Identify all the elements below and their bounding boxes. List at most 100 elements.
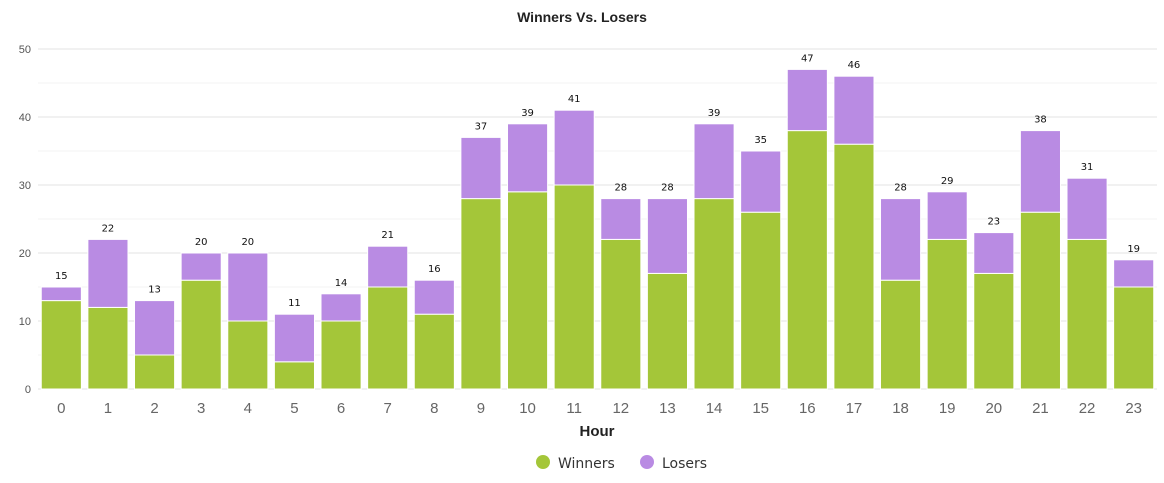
bar-total-label: 37 <box>475 121 488 132</box>
x-tick-label: 8 <box>430 400 438 417</box>
bar-total-label: 35 <box>754 135 767 146</box>
x-tick-label: 12 <box>612 400 629 417</box>
total-labels: 15 22 13 20 20 11 14 21 16 37 39 41 28 28 39 35 47 46 28 29… <box>55 53 1140 309</box>
bar-winners[interactable] <box>926 238 968 390</box>
x-tick-label: 7 <box>384 400 392 417</box>
bar-winners[interactable] <box>87 306 129 390</box>
x-tick-label: 23 <box>1125 400 1142 417</box>
bar-losers[interactable] <box>134 300 176 356</box>
x-tick-label: 22 <box>1079 400 1096 417</box>
y-tick-label: 40 <box>19 112 31 124</box>
legend-label: Losers <box>662 456 707 472</box>
bar-losers[interactable] <box>926 191 968 240</box>
bar-winners[interactable] <box>320 320 362 390</box>
bar-winners[interactable] <box>880 279 922 390</box>
bar-losers[interactable] <box>1113 259 1155 288</box>
x-tick-label: 14 <box>706 400 723 417</box>
bar-losers[interactable] <box>40 286 82 302</box>
bar-winners[interactable] <box>553 184 595 390</box>
bar-losers[interactable] <box>87 238 129 308</box>
bar-losers[interactable] <box>880 198 922 281</box>
bar-total-label: 28 <box>661 183 674 194</box>
legend-item-winners[interactable]: Winners <box>536 455 615 472</box>
y-axis: 0 10 20 30 40 50 <box>19 44 31 396</box>
bar-total-label: 19 <box>1127 244 1140 255</box>
x-tick-label: 3 <box>197 400 205 417</box>
bar-losers[interactable] <box>553 109 595 186</box>
bar-losers[interactable] <box>367 245 409 288</box>
bar-losers[interactable] <box>786 68 828 132</box>
bar-winners[interactable] <box>973 272 1015 390</box>
bar-total-label: 13 <box>148 285 161 296</box>
bar-winners[interactable] <box>40 300 82 390</box>
bar-winners[interactable] <box>273 361 315 390</box>
bar-winners[interactable] <box>460 198 502 390</box>
y-tick-label: 10 <box>19 316 31 328</box>
x-tick-label: 1 <box>104 400 112 417</box>
bar-total-label: 14 <box>335 278 348 289</box>
bar-losers[interactable] <box>1019 130 1061 213</box>
bar-winners[interactable] <box>507 191 549 390</box>
bar-losers[interactable] <box>740 150 782 213</box>
bar-total-label: 22 <box>102 223 115 234</box>
bar-total-label: 28 <box>894 183 907 194</box>
bar-losers[interactable] <box>413 279 455 315</box>
x-tick-label: 13 <box>659 400 676 417</box>
y-tick-label: 30 <box>19 180 31 192</box>
legend-swatch-icon <box>536 455 550 469</box>
bar-winners[interactable] <box>833 143 875 390</box>
bar-winners[interactable] <box>413 313 455 390</box>
bar-losers[interactable] <box>320 293 362 322</box>
bar-total-label: 11 <box>288 298 301 309</box>
bar-winners[interactable] <box>367 286 409 390</box>
bar-total-label: 20 <box>241 237 254 248</box>
bar-total-label: 29 <box>941 176 954 187</box>
grid-lines <box>38 48 1157 390</box>
bar-winners[interactable] <box>600 238 642 390</box>
x-tick-label: 4 <box>244 400 252 417</box>
y-tick-label: 50 <box>19 44 31 56</box>
bar-losers[interactable] <box>1066 177 1108 240</box>
bar-winners[interactable] <box>180 279 222 390</box>
bar-winners[interactable] <box>1066 238 1108 390</box>
bar-total-label: 39 <box>708 108 721 119</box>
bar-winners[interactable] <box>227 320 269 390</box>
legend-label: Winners <box>558 456 615 472</box>
bar-winners[interactable] <box>134 354 176 390</box>
bar-losers[interactable] <box>600 198 642 240</box>
chart-title: Winners Vs. Losers <box>517 9 647 25</box>
x-tick-label: 5 <box>290 400 298 417</box>
x-tick-label: 10 <box>519 400 536 417</box>
bar-winners[interactable] <box>1113 286 1155 390</box>
bar-total-label: 15 <box>55 271 68 282</box>
bar-losers[interactable] <box>507 123 549 193</box>
bar-losers[interactable] <box>460 136 502 200</box>
x-axis-title: Hour <box>580 423 615 440</box>
x-tick-label: 15 <box>752 400 769 417</box>
bar-losers[interactable] <box>833 75 875 145</box>
x-tick-label: 21 <box>1032 400 1049 417</box>
bar-winners[interactable] <box>1019 211 1061 390</box>
bar-losers[interactable] <box>693 123 735 200</box>
x-tick-label: 16 <box>799 400 816 417</box>
bar-total-label: 47 <box>801 53 814 64</box>
bar-winners[interactable] <box>740 211 782 390</box>
x-tick-label: 19 <box>939 400 956 417</box>
bar-winners[interactable] <box>693 198 735 390</box>
bar-winners[interactable] <box>786 130 828 390</box>
bar-losers[interactable] <box>273 313 315 363</box>
bar-total-label: 46 <box>848 60 861 71</box>
x-tick-label: 0 <box>57 400 65 417</box>
bar-losers[interactable] <box>227 252 269 322</box>
y-tick-label: 20 <box>19 248 31 260</box>
bar-losers[interactable] <box>973 232 1015 274</box>
bar-total-label: 21 <box>381 230 394 241</box>
legend-item-losers[interactable]: Losers <box>640 455 707 472</box>
bar-winners[interactable] <box>646 272 688 390</box>
bar-losers[interactable] <box>646 198 688 274</box>
bar-total-label: 20 <box>195 237 208 248</box>
bar-total-label: 31 <box>1081 162 1094 173</box>
bar-losers[interactable] <box>180 252 222 281</box>
